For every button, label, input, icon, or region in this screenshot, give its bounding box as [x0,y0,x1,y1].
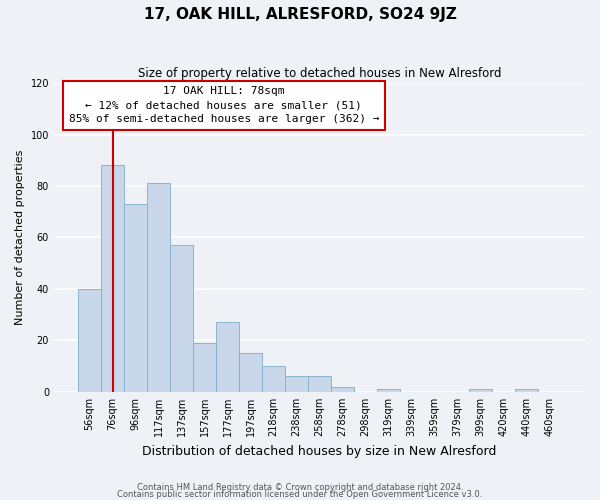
Bar [216,322,239,392]
Text: Contains public sector information licensed under the Open Government Licence v3: Contains public sector information licen… [118,490,482,499]
Bar [377,390,400,392]
Bar [147,184,170,392]
Bar [101,166,124,392]
Bar [515,390,538,392]
Text: 17 OAK HILL: 78sqm
← 12% of detached houses are smaller (51)
85% of semi-detache: 17 OAK HILL: 78sqm ← 12% of detached hou… [68,86,379,124]
Bar [124,204,147,392]
Bar [239,354,262,392]
Bar [331,387,354,392]
X-axis label: Distribution of detached houses by size in New Alresford: Distribution of detached houses by size … [142,444,497,458]
Text: 17, OAK HILL, ALRESFORD, SO24 9JZ: 17, OAK HILL, ALRESFORD, SO24 9JZ [143,8,457,22]
Bar [308,376,331,392]
Y-axis label: Number of detached properties: Number of detached properties [15,150,25,325]
Bar [78,289,101,392]
Bar [469,390,492,392]
Text: Contains HM Land Registry data © Crown copyright and database right 2024.: Contains HM Land Registry data © Crown c… [137,484,463,492]
Bar [262,366,285,392]
Bar [285,376,308,392]
Bar [170,245,193,392]
Title: Size of property relative to detached houses in New Alresford: Size of property relative to detached ho… [138,68,501,80]
Bar [193,343,216,392]
